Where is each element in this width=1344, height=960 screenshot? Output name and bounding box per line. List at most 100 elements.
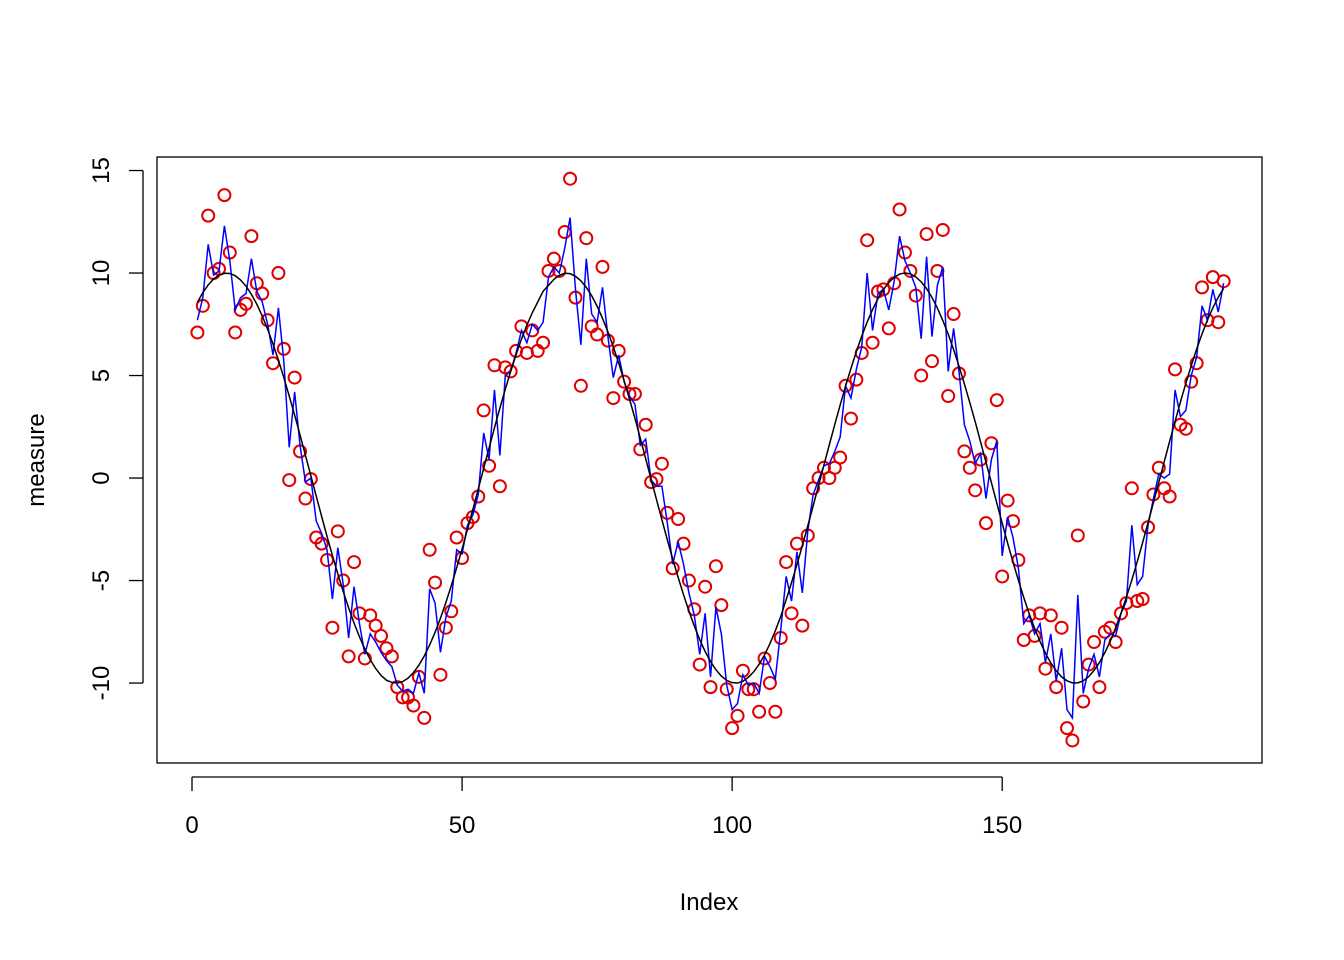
point: [201, 208, 216, 223]
point: [536, 335, 551, 350]
point: [881, 321, 896, 336]
point: [492, 479, 507, 494]
line: [196, 272, 1225, 684]
point: [482, 458, 497, 473]
point: [876, 282, 891, 297]
point: [1038, 661, 1053, 676]
point: [978, 516, 993, 531]
point: [1168, 362, 1183, 377]
point: [1211, 315, 1226, 330]
point: [779, 555, 794, 570]
point: [703, 680, 718, 695]
point: [903, 263, 918, 278]
point: [617, 374, 632, 389]
point: [255, 286, 270, 301]
point: [217, 188, 232, 203]
x-tick-label: 0: [185, 812, 198, 839]
point: [654, 456, 669, 471]
point: [314, 536, 329, 551]
point: [946, 307, 961, 322]
point: [449, 530, 464, 545]
point: [892, 202, 907, 217]
point: [476, 403, 491, 418]
point: [503, 364, 518, 379]
point: [244, 229, 259, 244]
y-tick-label: 0: [88, 471, 115, 484]
point: [714, 598, 729, 613]
point: [741, 682, 756, 697]
point: [573, 378, 588, 393]
point: [1065, 733, 1080, 748]
point: [919, 227, 934, 242]
point: [347, 555, 362, 570]
y-tick-label: 5: [88, 369, 115, 382]
y-tick-label: 15: [88, 157, 115, 184]
point: [433, 667, 448, 682]
y-axis-label: measure: [23, 413, 50, 506]
point: [563, 171, 578, 186]
point: [374, 628, 389, 643]
point: [606, 391, 621, 406]
point: [239, 296, 254, 311]
point: [784, 606, 799, 621]
point: [590, 327, 605, 342]
point: [1043, 608, 1058, 623]
point: [730, 708, 745, 723]
point: [444, 604, 459, 619]
point: [1135, 591, 1150, 606]
point: [271, 266, 286, 281]
point: [422, 542, 437, 557]
point: [914, 368, 929, 383]
point: [698, 579, 713, 594]
point: [325, 620, 340, 635]
point: [957, 444, 972, 459]
point: [595, 259, 610, 274]
x-tick-label: 100: [712, 812, 752, 839]
x-axis-label: Index: [680, 889, 739, 916]
plot-box: [156, 156, 1263, 764]
point: [708, 559, 723, 574]
y-tick-label: -5: [88, 570, 115, 591]
point: [1195, 280, 1210, 295]
point: [849, 372, 864, 387]
point: [1049, 680, 1064, 695]
point: [671, 512, 686, 527]
point: [1076, 694, 1091, 709]
point: [190, 325, 205, 340]
point: [579, 231, 594, 246]
line: [196, 217, 1225, 721]
point: [330, 524, 345, 539]
point: [833, 450, 848, 465]
point: [298, 491, 313, 506]
point: [1092, 680, 1107, 695]
point: [757, 651, 772, 666]
point: [941, 389, 956, 404]
point: [692, 657, 707, 672]
point: [968, 483, 983, 498]
point: [989, 393, 1004, 408]
y-tick-label: 10: [88, 260, 115, 287]
point: [282, 473, 297, 488]
point: [384, 649, 399, 664]
point: [1070, 528, 1085, 543]
point: [552, 263, 567, 278]
point: [681, 573, 696, 588]
point: [1162, 489, 1177, 504]
x-tick-label: 50: [449, 812, 476, 839]
point: [795, 618, 810, 633]
point: [865, 335, 880, 350]
point: [1060, 721, 1075, 736]
point: [935, 222, 950, 237]
point: [1000, 493, 1015, 508]
point: [406, 698, 421, 713]
point: [752, 704, 767, 719]
point: [1124, 481, 1139, 496]
point: [341, 649, 356, 664]
point: [1054, 620, 1069, 635]
x-tick-label: 150: [982, 812, 1022, 839]
point: [1178, 421, 1193, 436]
point: [417, 710, 432, 725]
point: [228, 325, 243, 340]
point: [638, 417, 653, 432]
